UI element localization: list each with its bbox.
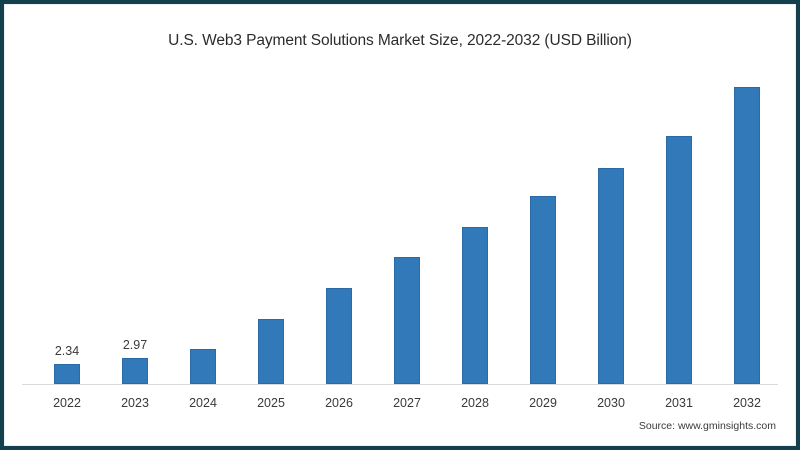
bar-group-2028 (441, 70, 509, 384)
bar-group-2025 (237, 70, 305, 384)
bar-group-2032 (713, 70, 781, 384)
x-tick-2023: 2023 (121, 396, 149, 410)
bar-2026[interactable] (326, 288, 352, 384)
x-tick-2029: 2029 (529, 396, 557, 410)
bar-2023[interactable] (122, 358, 148, 384)
x-tick-2032: 2032 (733, 396, 761, 410)
x-tick-2026: 2026 (325, 396, 353, 410)
bar-group-2026 (305, 70, 373, 384)
x-tick-2027: 2027 (393, 396, 421, 410)
bar-group-2031 (645, 70, 713, 384)
bar-2022[interactable] (54, 364, 80, 384)
chart-title: U.S. Web3 Payment Solutions Market Size,… (168, 32, 632, 49)
bar-group-2027 (373, 70, 441, 384)
bar-2028[interactable] (462, 227, 488, 384)
bar-group-2030 (577, 70, 645, 384)
bar-2030[interactable] (598, 168, 624, 384)
bar-value-label-2022: 2.34 (54, 344, 80, 358)
x-axis-line (22, 384, 778, 385)
bar-2025[interactable] (258, 319, 284, 384)
x-tick-2022: 2022 (53, 396, 81, 410)
bar-2031[interactable] (666, 136, 692, 384)
bar-2024[interactable] (190, 349, 216, 384)
bar-value-label-2023: 2.97 (122, 338, 148, 352)
source-attribution: Source: www.gminsights.com (638, 420, 776, 432)
bar-2032[interactable] (734, 87, 760, 384)
bar-group-2023: 2.97 (101, 70, 169, 384)
x-tick-2024: 2024 (189, 396, 217, 410)
bar-group-2022: 2.34 (33, 70, 101, 384)
bar-2029[interactable] (530, 196, 556, 384)
x-tick-2028: 2028 (461, 396, 489, 410)
x-tick-2031: 2031 (665, 396, 693, 410)
bar-2027[interactable] (394, 257, 420, 384)
bar-group-2029 (509, 70, 577, 384)
x-tick-2025: 2025 (257, 396, 285, 410)
x-tick-2030: 2030 (597, 396, 625, 410)
bar-group-2024 (169, 70, 237, 384)
